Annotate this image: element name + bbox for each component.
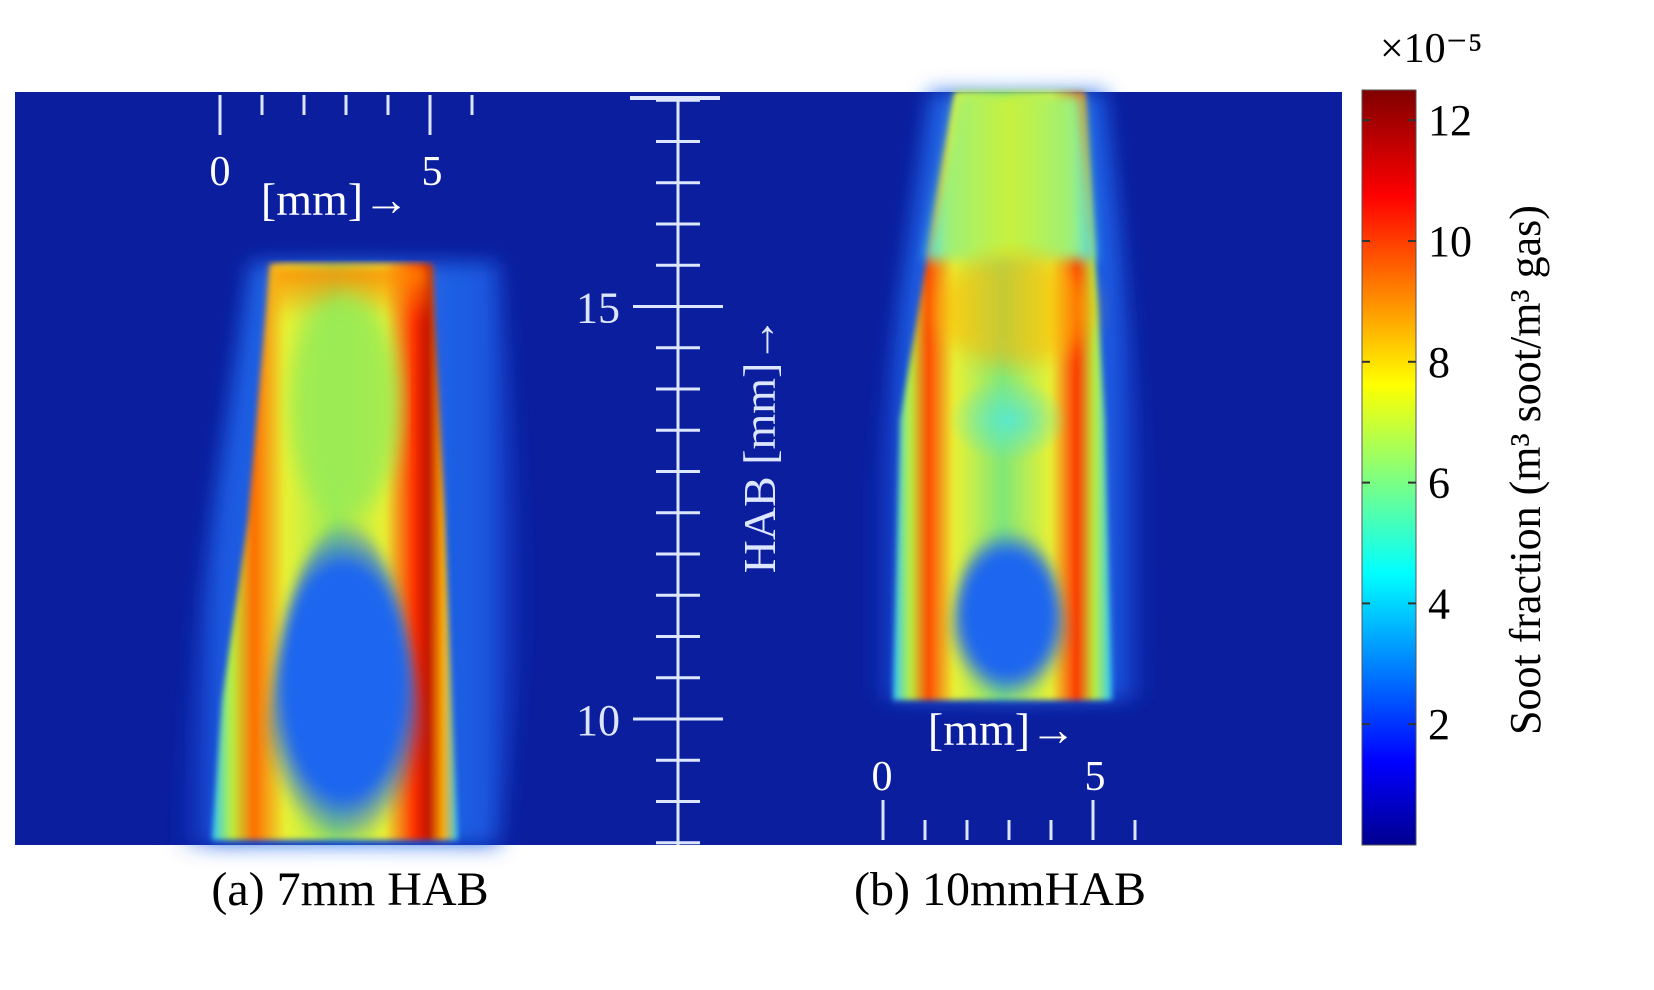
flame-panel-a	[175, 262, 530, 845]
caption-panel-b: (b) 10mmHAB	[854, 863, 1146, 916]
ruler-b-tick-label-5: 5	[1085, 754, 1106, 800]
colorbar-tick-label-4: 4	[1428, 579, 1450, 628]
colorbar-gradient	[1361, 89, 1417, 846]
ruler-a-tick-label-0: 0	[210, 149, 231, 195]
colorbar-label: Soot fraction (m³ soot/m³ gas)	[1501, 205, 1550, 735]
hab-axis: 101520 HAB [mm]→	[576, 96, 785, 845]
flame-b-upper-orange	[935, 255, 1095, 365]
flame-b-upper	[925, 94, 1095, 260]
flame-b-core	[945, 528, 1072, 700]
colorbar-tick-label-8: 8	[1428, 338, 1450, 387]
ruler-a-tick-label-5: 5	[422, 149, 443, 195]
colorbar-tick-label-6: 6	[1428, 459, 1450, 508]
ruler-a-label: [mm]→	[261, 174, 409, 225]
ruler-b-tick-label-0: 0	[872, 754, 893, 800]
flame-a-top-band	[272, 266, 430, 320]
hab-tick-label-10: 10	[576, 696, 620, 745]
flame-a-center	[290, 295, 400, 515]
flame-a-core	[258, 518, 430, 845]
hab-minor-ticks	[630, 96, 720, 845]
colorbar-multiplier: ×10⁻⁵	[1380, 26, 1483, 72]
hab-major-ticks: 101520	[576, 284, 723, 745]
hab-tick-label-15: 15	[576, 284, 620, 333]
hab-axis-label: HAB [mm]→	[734, 317, 785, 574]
radial-ruler-a: 0 5 [mm]→	[210, 95, 474, 225]
colorbar-tick-label-10: 10	[1428, 217, 1472, 266]
colorbar: 2 4 6 8 10 12 ×10⁻⁵ Soot fraction (m³ soot/m³…	[1361, 26, 1550, 846]
colorbar-tick-label-2: 2	[1428, 700, 1450, 749]
ruler-b-label: [mm]→	[928, 704, 1076, 755]
radial-ruler-b: 0 5 [mm]→	[872, 704, 1137, 840]
flame-panel-b	[870, 92, 1150, 700]
colorbar-tick-label-12: 12	[1428, 96, 1472, 145]
caption-panel-a: (a) 7mm HAB	[211, 863, 488, 916]
colorbar-ticks: 2 4 6 8 10 12	[1362, 96, 1472, 749]
flame-b-mid	[948, 378, 1068, 462]
